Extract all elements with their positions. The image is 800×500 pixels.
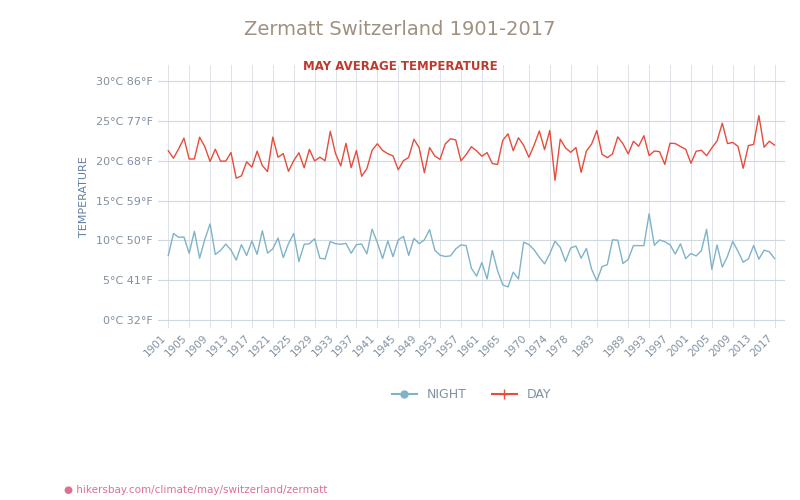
- Y-axis label: TEMPERATURE: TEMPERATURE: [79, 156, 89, 237]
- Legend: NIGHT, DAY: NIGHT, DAY: [386, 383, 556, 406]
- Text: MAY AVERAGE TEMPERATURE: MAY AVERAGE TEMPERATURE: [302, 60, 498, 73]
- Text: Zermatt Switzerland 1901-2017: Zermatt Switzerland 1901-2017: [244, 20, 556, 39]
- Text: ● hikersbay.com/climate/may/switzerland/zermatt: ● hikersbay.com/climate/may/switzerland/…: [64, 485, 327, 495]
